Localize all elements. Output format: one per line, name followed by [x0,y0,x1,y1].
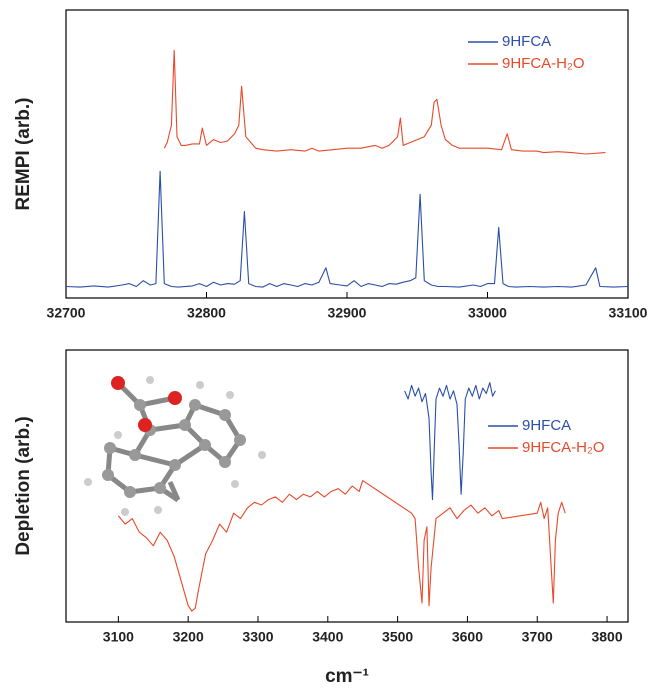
x-tick-label: 3600 [452,629,483,645]
plot-frame [66,350,628,622]
legend-label: 9HFCA [522,417,571,434]
y-axis-label: Depletion (arb.) [13,416,34,555]
legend-label: 9HFCA-H₂O [502,55,585,72]
x-tick-label: 33000 [468,305,507,321]
plot-frame [66,10,628,298]
x-tick-label: 32900 [328,305,367,321]
x-tick-label: 3400 [312,629,343,645]
figure: 3100 3200 3300 3400 3500 3600 3700 3800 Depletio… [0,0,655,690]
x-tick-label: 33100 [609,305,648,321]
x-tick-label: 3500 [382,629,413,645]
x-tick-label: 32800 [187,305,226,321]
series-line [66,171,628,287]
plot: 3100 3200 3300 3400 3500 3600 3700 3800 Depletio… [13,350,628,687]
series-line [405,383,496,500]
plot: 32700 32800 32900 33000 33100 REMPI (arb.) 9HF… [13,10,648,321]
x-tick-label: 3300 [242,629,273,645]
x-tick-label: 3200 [173,629,204,645]
x-tick-label: 3800 [591,629,622,645]
legend-label: 9HFCA-H₂O [522,439,605,456]
x-tick-label: 3100 [103,629,134,645]
x-tick-label: 3700 [522,629,553,645]
x-tick-label: 32700 [47,305,86,321]
series-line [118,481,565,611]
x-axis-label: cm⁻¹ [325,666,369,687]
legend-label: 9HFCA [502,33,551,50]
y-axis-label: REMPI (arb.) [13,98,34,211]
